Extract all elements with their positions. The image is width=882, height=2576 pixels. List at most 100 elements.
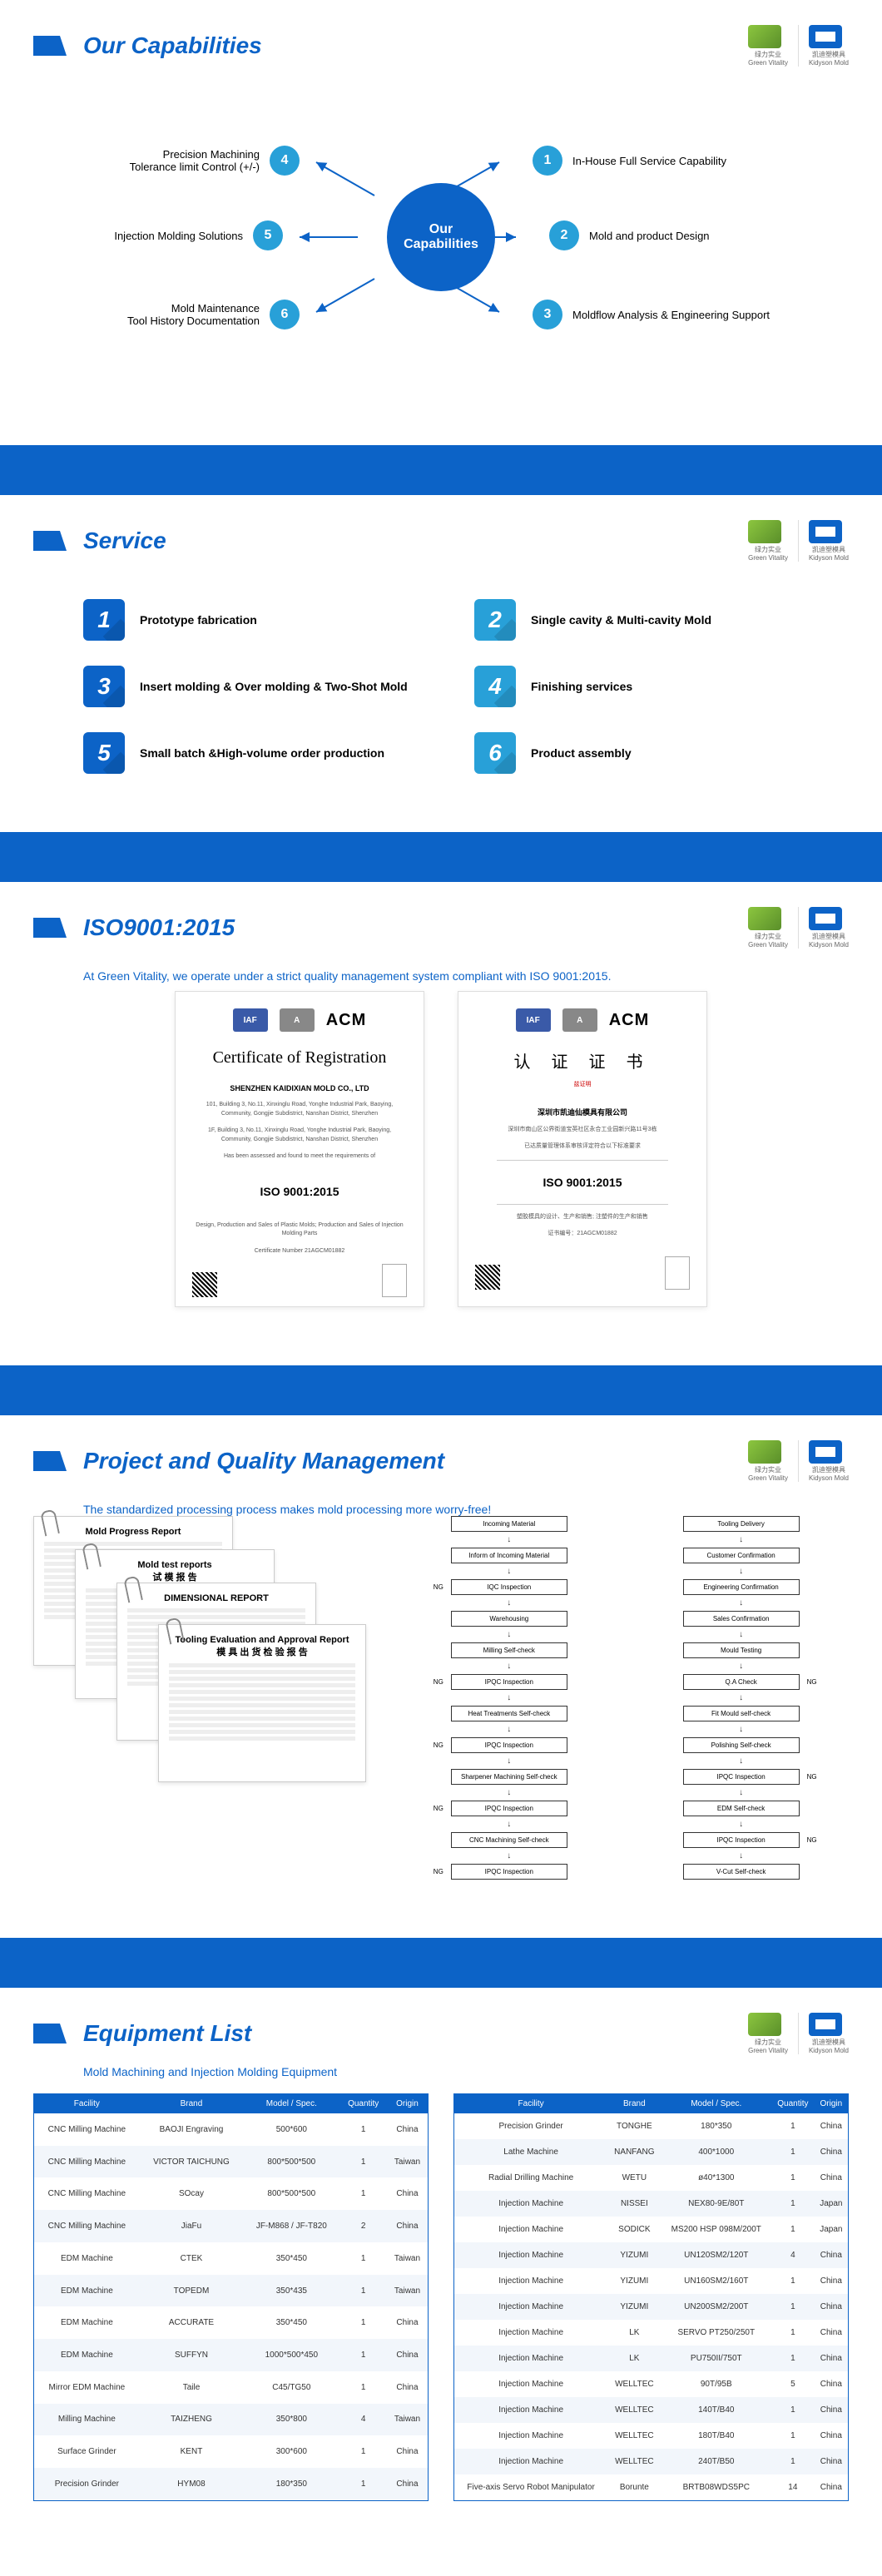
table-row: CNC Milling MachineVICTOR TAICHUNG800*50… (34, 2146, 429, 2178)
eq-cell: 14 (771, 2474, 815, 2501)
eq-cell: Injection Machine (454, 2371, 608, 2397)
green-vitality-logo: 绿力实业Green Vitality (748, 25, 788, 67)
eq-cell: China (387, 2177, 429, 2210)
brand-logos: 绿力实业Green Vitality 凯迪塑模具Kidyson Mold (748, 25, 849, 67)
eq-header: Model / Spec. (243, 2094, 339, 2114)
eq-cell: 1 (339, 2242, 387, 2275)
flow-arrow-icon: ↓ (507, 1662, 511, 1671)
eq-cell: WELLTEC (607, 2397, 661, 2423)
eq-cell: China (387, 2468, 429, 2500)
eq-cell: Taiwan (387, 2404, 429, 2436)
service-label: Product assembly (531, 746, 632, 760)
certificate-en: IAF A ACM Certificate of Registration SH… (175, 991, 424, 1307)
service-number: 4 (474, 666, 516, 707)
service-label: Small batch &High-volume order productio… (140, 746, 384, 760)
eq-cell: KENT (140, 2435, 244, 2468)
eq-cell: Injection Machine (454, 2191, 608, 2217)
eq-cell: 90T/95B (661, 2371, 771, 2397)
eq-cell: China (815, 2139, 849, 2165)
flow-step: Warehousing (451, 1611, 567, 1627)
eq-cell: Borunte (607, 2474, 661, 2501)
eq-cell: Injection Machine (454, 2397, 608, 2423)
section-service: Service 绿力实业Green Vitality 凯迪塑模具Kidyson … (0, 495, 882, 832)
cert-title: 认 证 证 书 (514, 1048, 652, 1073)
flow-arrow-icon: ↓ (739, 1725, 743, 1734)
title-shape-icon (33, 2024, 67, 2043)
eq-cell: 1 (339, 2371, 387, 2404)
eq-cell: 350*800 (243, 2404, 339, 2436)
kidyson-mold-logo: 凯迪塑模具Kidyson Mold (809, 520, 849, 562)
eq-cell: UN120SM2/120T (661, 2242, 771, 2268)
section-iso: ISO9001:2015 绿力实业Green Vitality 凯迪塑模具Kid… (0, 882, 882, 1365)
eq-cell: MS200 HSP 098M/200T (661, 2217, 771, 2242)
eq-cell: 350*450 (243, 2242, 339, 2275)
eq-cell: Taiwan (387, 2146, 429, 2178)
eq-cell: 1 (339, 2275, 387, 2307)
eq-cell: WELLTEC (607, 2371, 661, 2397)
eq-cell: TOPEDM (140, 2275, 244, 2307)
eq-cell: 180T/B40 (661, 2423, 771, 2449)
eq-cell: China (815, 2371, 849, 2397)
eq-cell: WELLTEC (607, 2449, 661, 2474)
table-row: Injection MachineWELLTEC90T/95B5China (454, 2371, 849, 2397)
cert-iso-std: ISO 9001:2015 (260, 1185, 339, 1198)
eq-cell: Japan (815, 2191, 849, 2217)
capability-item-2: 2 Mold and product Design (549, 220, 710, 250)
pm-subtitle: The standardized processing process make… (83, 1503, 849, 1516)
eq-cell: Injection Machine (454, 2268, 608, 2294)
divider-bar (0, 832, 882, 882)
title-shape-icon (33, 1451, 67, 1471)
eq-cell: China (815, 2320, 849, 2346)
eq-cell: 1 (771, 2397, 815, 2423)
eq-cell: China (815, 2242, 849, 2268)
capability-label: Injection Molding Solutions (114, 230, 243, 242)
capability-label: Mold and product Design (589, 230, 710, 242)
flow-step: Engineering Confirmation (683, 1579, 800, 1595)
eq-cell: SERVO PT250/250T (661, 2320, 771, 2346)
eq-cell: LK (607, 2346, 661, 2371)
eq-cell: CNC Milling Machine (34, 2177, 140, 2210)
eq-cell: 1 (339, 2177, 387, 2210)
capability-item-4: 4 Precision Machining Tolerance limit Co… (83, 146, 300, 176)
flow-arrow-icon: ↓ (739, 1535, 743, 1544)
service-number: 3 (83, 666, 125, 707)
capability-number: 2 (549, 220, 579, 250)
ng-label: NG (807, 1836, 817, 1844)
equipment-table-left: FacilityBrandModel / Spec.QuantityOrigin… (33, 2093, 429, 2501)
flow-arrow-icon: ↓ (507, 1630, 511, 1639)
service-item-3: 3 Insert molding & Over molding & Two-Sh… (83, 666, 408, 707)
eq-cell: Injection Machine (454, 2217, 608, 2242)
eq-cell: Injection Machine (454, 2242, 608, 2268)
flow-step: IPQC InspectionNG (683, 1769, 800, 1785)
section-pm: Project and Quality Management 绿力实业Green… (0, 1415, 882, 1938)
capabilities-center: Our Capabilities (387, 183, 495, 291)
service-item-4: 4 Finishing services (474, 666, 799, 707)
brand-logos: 绿力实业Green Vitality 凯迪塑模具Kidyson Mold (748, 907, 849, 949)
pm-title: Project and Quality Management (83, 1448, 444, 1474)
eq-cell: TONGHE (607, 2113, 661, 2139)
eq-cell: 2 (339, 2210, 387, 2242)
eq-cell: 1 (771, 2268, 815, 2294)
eq-cell: 180*350 (243, 2468, 339, 2500)
pm-document: Tooling Evaluation and Approval Report 模… (158, 1624, 366, 1782)
divider-bar (0, 1938, 882, 1988)
eq-cell: 1 (339, 2306, 387, 2339)
eq-cell: EDM Machine (34, 2275, 140, 2307)
eq-cell: China (815, 2449, 849, 2474)
eq-cell: 240T/B50 (661, 2449, 771, 2474)
section-capabilities: Our Capabilities 绿力实业Green Vitality 凯迪塑模… (0, 0, 882, 445)
capability-number: 1 (533, 146, 562, 176)
eq-header: Brand (607, 2094, 661, 2114)
eq-cell: 400*1000 (661, 2139, 771, 2165)
ng-label: NG (807, 1773, 817, 1781)
eq-header: Origin (815, 2094, 849, 2114)
ng-label: NG (807, 1678, 817, 1686)
paperclip-icon (40, 1508, 60, 1536)
table-row: Surface GrinderKENT300*6001China (34, 2435, 429, 2468)
capability-number: 6 (270, 300, 300, 329)
eq-cell: Mirror EDM Machine (34, 2371, 140, 2404)
certificate-cn: IAF A ACM 认 证 证 书 兹证明 深圳市凯迪仙模具有限公司 深圳市南山… (458, 991, 707, 1307)
pm-flow-left: Incoming Material↓Inform of Incoming Mat… (401, 1516, 617, 1880)
ng-label: NG (434, 1678, 443, 1686)
kidyson-mold-logo: 凯迪塑模具Kidyson Mold (809, 1440, 849, 1482)
